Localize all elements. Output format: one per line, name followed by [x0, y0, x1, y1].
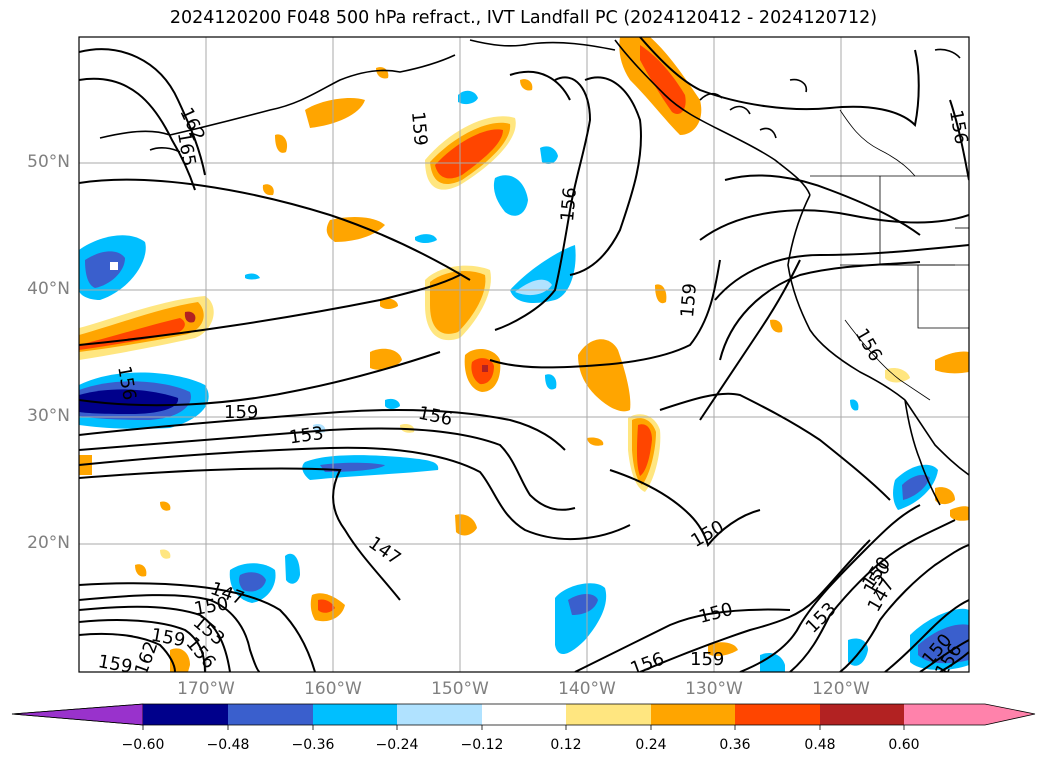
colorbar-tick-label: 0.24 [635, 737, 667, 753]
contour-label: 153 [288, 423, 325, 449]
lon-label: 170°W [177, 679, 235, 699]
colorbar-bin [482, 704, 566, 725]
lon-label: 120°W [812, 679, 870, 699]
contour-label: 156 [557, 186, 581, 222]
colorbar [11, 703, 1036, 730]
colorbar-tick-label: −0.48 [206, 737, 250, 753]
colorbar-tick-label: 0.48 [804, 737, 836, 753]
colorbar-bin [143, 704, 228, 725]
colorbar-tick-label: 0.60 [888, 737, 920, 753]
contour-label: 159 [224, 402, 258, 423]
map-frame [78, 36, 970, 673]
refractivity-shading [79, 37, 969, 672]
colorbar-tick-label: −0.60 [121, 737, 165, 753]
colorbar-bin [397, 704, 482, 725]
colorbar-tick-label: 0.36 [719, 737, 751, 753]
colorbar-extend-low [11, 703, 144, 726]
height-contours [79, 37, 969, 672]
coastlines [99, 39, 969, 506]
lon-label: 130°W [685, 679, 743, 699]
colorbar-extend-high [904, 704, 1035, 725]
map-title: 2024120200 F048 500 hPa refract., IVT La… [169, 8, 878, 28]
lon-label: 160°W [304, 679, 362, 699]
lat-label: 50°N [27, 152, 70, 172]
contour-label: 159 [690, 649, 724, 670]
colorbar-bin [735, 704, 820, 725]
lat-label: 20°N [27, 533, 70, 553]
lat-label: 40°N [27, 279, 70, 299]
colorbar-tick-label: −0.24 [375, 737, 419, 753]
colorbar-bin [566, 704, 651, 725]
map-background [79, 37, 969, 672]
lon-label: 150°W [431, 679, 489, 699]
colorbar-bin [313, 704, 397, 725]
colorbar-tick-label: −0.12 [460, 737, 504, 753]
colorbar-tick-label: −0.36 [291, 737, 335, 753]
contour-label: 159 [96, 651, 133, 678]
colorbar-bin [228, 704, 313, 725]
map-plot-area: 162 165 159 156 156 159 156 156 159 153 … [79, 37, 969, 678]
colorbar-tick-label: 0.12 [550, 737, 582, 753]
map-gridlines [79, 37, 969, 672]
contour-label: 159 [407, 111, 431, 147]
lat-label: 30°N [27, 406, 70, 426]
colorbar-bin [651, 704, 735, 725]
colorbar-ticks [142, 725, 905, 730]
contour-label: 159 [677, 282, 701, 318]
colorbar-bin [820, 704, 904, 725]
lon-label: 140°W [558, 679, 616, 699]
